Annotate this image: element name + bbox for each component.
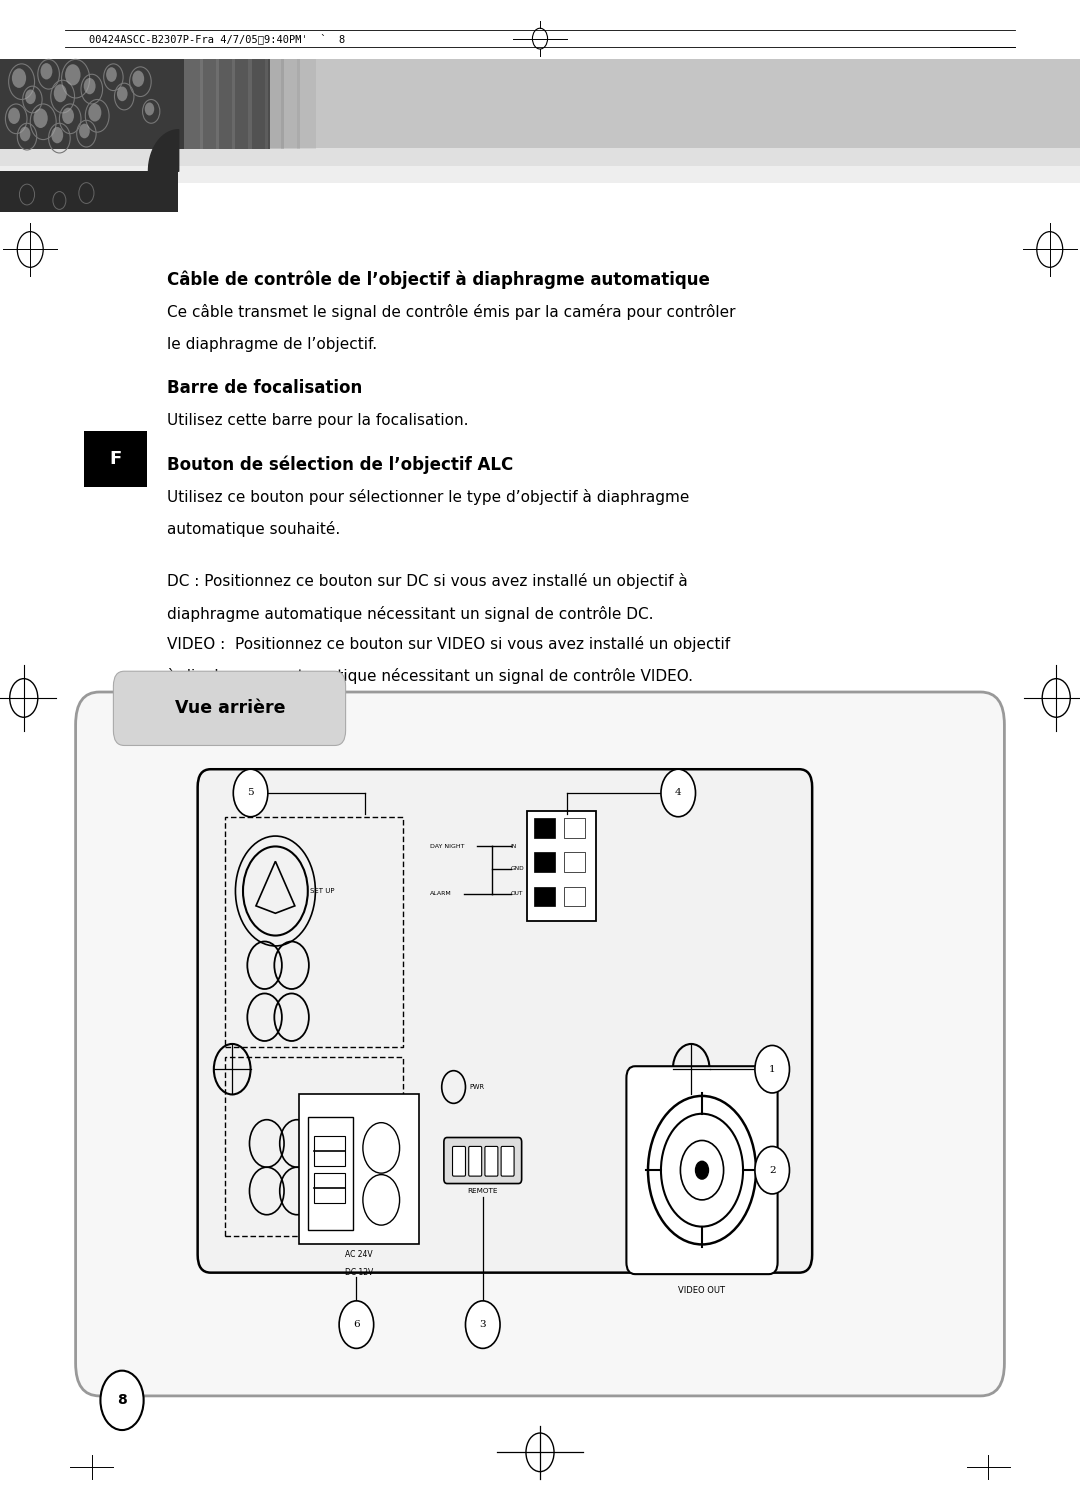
Text: Vue arrière: Vue arrière <box>175 699 285 717</box>
Circle shape <box>100 1371 144 1430</box>
Text: diaphragme automatique nécessitant un signal de contrôle DC.: diaphragme automatique nécessitant un si… <box>167 606 653 622</box>
Circle shape <box>65 64 81 86</box>
Text: 00424ASCC-B2307P-Fra 4/7/05〸9:40PMˈ  `  8: 00424ASCC-B2307P-Fra 4/7/05〸9:40PMˈ ` 8 <box>89 33 345 45</box>
Text: 3: 3 <box>480 1320 486 1329</box>
FancyBboxPatch shape <box>198 769 812 1273</box>
FancyBboxPatch shape <box>485 1146 498 1176</box>
Circle shape <box>84 77 95 95</box>
Text: 8: 8 <box>117 1393 127 1408</box>
Text: Utilisez cette barre pour la focalisation.: Utilisez cette barre pour la focalisatio… <box>167 413 469 428</box>
Text: F: F <box>109 450 122 468</box>
Text: 6: 6 <box>353 1320 360 1329</box>
Circle shape <box>339 1301 374 1348</box>
Bar <box>297 59 316 148</box>
Bar <box>0 148 1080 166</box>
Bar <box>0 166 1080 183</box>
Bar <box>0 59 1080 148</box>
Text: Bouton de sélection de l’objectif ALC: Bouton de sélection de l’objectif ALC <box>167 456 514 474</box>
Text: DAY NIGHT: DAY NIGHT <box>430 843 464 849</box>
FancyBboxPatch shape <box>469 1146 482 1176</box>
Text: VIDEO OUT: VIDEO OUT <box>678 1286 726 1295</box>
Circle shape <box>133 70 145 88</box>
FancyBboxPatch shape <box>564 887 585 906</box>
Bar <box>232 59 252 148</box>
Text: le diaphragme de l’objectif.: le diaphragme de l’objectif. <box>167 337 378 352</box>
Text: ALARM: ALARM <box>430 891 451 897</box>
Circle shape <box>25 89 36 104</box>
Text: 4: 4 <box>675 789 681 797</box>
Circle shape <box>145 102 154 116</box>
Circle shape <box>52 126 63 143</box>
Circle shape <box>117 86 127 101</box>
Bar <box>281 59 300 148</box>
Text: IN: IN <box>511 843 517 849</box>
FancyBboxPatch shape <box>76 692 1004 1396</box>
Circle shape <box>661 769 696 817</box>
Text: OUT: OUT <box>511 891 523 897</box>
FancyBboxPatch shape <box>84 431 147 487</box>
Bar <box>0 171 178 212</box>
FancyBboxPatch shape <box>564 852 585 872</box>
FancyBboxPatch shape <box>299 1094 419 1244</box>
Bar <box>184 59 203 148</box>
Circle shape <box>233 769 268 817</box>
FancyBboxPatch shape <box>626 1066 778 1274</box>
Text: PWR: PWR <box>470 1084 485 1090</box>
FancyBboxPatch shape <box>564 818 585 838</box>
Circle shape <box>755 1146 789 1194</box>
Bar <box>216 59 235 148</box>
Text: 1: 1 <box>769 1065 775 1074</box>
Text: à diaphragme automatique nécessitant un signal de contrôle VIDEO.: à diaphragme automatique nécessitant un … <box>167 668 693 685</box>
FancyBboxPatch shape <box>534 887 555 906</box>
Circle shape <box>106 67 117 82</box>
FancyBboxPatch shape <box>527 811 596 921</box>
FancyBboxPatch shape <box>534 818 555 838</box>
Text: AC 24V: AC 24V <box>346 1250 373 1259</box>
Bar <box>0 59 270 148</box>
Circle shape <box>12 68 26 88</box>
Bar <box>200 59 219 148</box>
Text: automatique souhaité.: automatique souhaité. <box>167 521 340 538</box>
Text: Ce câble transmet le signal de contrôle émis par la caméra pour contrôler: Ce câble transmet le signal de contrôle … <box>167 304 735 321</box>
Bar <box>265 59 284 148</box>
Circle shape <box>696 1161 708 1179</box>
Circle shape <box>89 104 102 122</box>
Text: SET UP: SET UP <box>310 888 335 894</box>
Circle shape <box>41 62 52 79</box>
Text: Câble de contrôle de l’objectif à diaphragme automatique: Câble de contrôle de l’objectif à diaphr… <box>167 270 711 288</box>
FancyBboxPatch shape <box>534 852 555 872</box>
Text: VIDEO :  Positionnez ce bouton sur VIDEO si vous avez installé un objectif: VIDEO : Positionnez ce bouton sur VIDEO … <box>167 636 730 652</box>
Text: 5: 5 <box>247 789 254 797</box>
Text: 2: 2 <box>769 1166 775 1175</box>
Text: Utilisez ce bouton pour sélectionner le type d’objectif à diaphragme: Utilisez ce bouton pour sélectionner le … <box>167 489 690 505</box>
FancyBboxPatch shape <box>113 671 346 745</box>
Circle shape <box>54 85 67 102</box>
Circle shape <box>33 108 48 128</box>
FancyBboxPatch shape <box>501 1146 514 1176</box>
Circle shape <box>8 107 21 123</box>
Text: DC : Positionnez ce bouton sur DC si vous avez installé un objectif à: DC : Positionnez ce bouton sur DC si vou… <box>167 573 688 590</box>
Text: DC 12V: DC 12V <box>345 1268 374 1277</box>
Text: Barre de focalisation: Barre de focalisation <box>167 379 363 396</box>
FancyBboxPatch shape <box>453 1146 465 1176</box>
FancyBboxPatch shape <box>444 1138 522 1184</box>
Bar <box>248 59 268 148</box>
Circle shape <box>755 1045 789 1093</box>
Circle shape <box>19 126 30 141</box>
Text: REMOTE: REMOTE <box>468 1188 498 1194</box>
Circle shape <box>79 123 90 138</box>
Circle shape <box>63 107 73 123</box>
Text: GND: GND <box>511 866 525 872</box>
Circle shape <box>465 1301 500 1348</box>
